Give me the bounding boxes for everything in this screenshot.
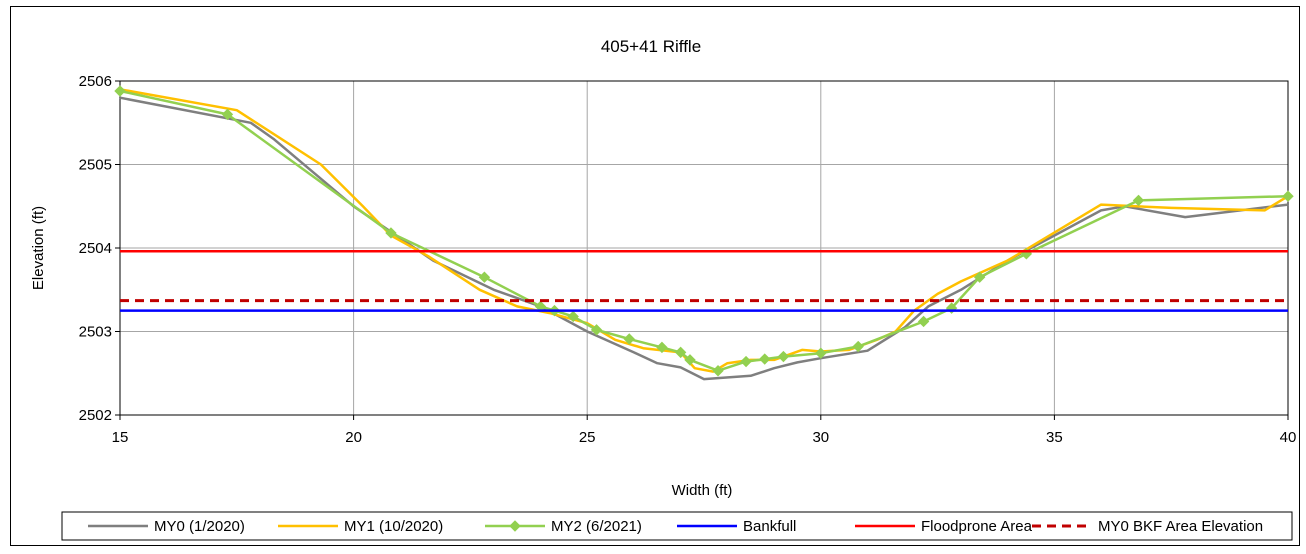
x-tick-label: 25	[579, 429, 596, 446]
legend-marker-my2-6-2021	[509, 520, 521, 532]
series-point-my2-6-2021	[221, 108, 234, 121]
legend: MY0 (1/2020) MY1 (10/2020) MY2 (6/2021) Ban…	[61, 511, 1293, 541]
grid-layer	[120, 81, 1288, 415]
legend-label-floodprone-area: Floodprone Area	[921, 518, 1033, 535]
legend-label-my0-bkf-area-elevation: MY0 BKF Area Elevation	[1098, 518, 1263, 535]
series-point-my2-6-2021	[917, 315, 930, 328]
series-point-my2-6-2021	[1282, 190, 1294, 202]
series-line-my2-6-2021	[119, 89, 1289, 372]
series-point-my2-6-2021	[590, 324, 603, 336]
x-tick-label: 30	[812, 429, 829, 446]
series-point-my2-6-2021	[478, 271, 491, 283]
chart-frame: 405+41 Riffle Elevation (ft) Width (ft) …	[10, 6, 1300, 546]
series-point-my2-6-2021	[759, 353, 771, 365]
chart-svg: 405+41 Riffle Elevation (ft) Width (ft) …	[30, 37, 1297, 541]
series-point-my2-6-2021	[656, 341, 668, 354]
y-tick-label: 2505	[79, 157, 112, 174]
series-point-my2-6-2021	[740, 355, 752, 368]
x-tick-label: 20	[345, 429, 362, 446]
series-point-my2-6-2021	[385, 227, 397, 239]
x-tick-label: 40	[1280, 429, 1297, 446]
series-line-my0-1-2020	[119, 96, 1289, 381]
series-point-my2-6-2021	[674, 346, 687, 359]
series-point-my2-6-2021	[623, 333, 635, 345]
series-point-my2-6-2021	[777, 350, 790, 363]
series-point-my2-6-2021	[712, 365, 724, 377]
y-tick-label: 2506	[79, 73, 112, 90]
series-point-my2-6-2021	[684, 354, 696, 366]
chart-title: 405+41 Riffle	[601, 37, 701, 56]
x-tick-label: 35	[1046, 429, 1063, 446]
series-layer	[114, 85, 1294, 381]
series-point-my2-6-2021	[852, 340, 864, 353]
legend-label-my2-6-2021: MY2 (6/2021)	[551, 518, 642, 535]
legend-label-my0-1-2020: MY0 (1/2020)	[154, 518, 245, 535]
series-point-my2-6-2021	[567, 310, 579, 323]
series-point-my2-6-2021	[815, 347, 827, 359]
y-tick-label: 2504	[79, 240, 112, 257]
legend-label-my1-10-2020: MY1 (10/2020)	[344, 518, 443, 535]
legend-label-bankfull: Bankfull	[743, 518, 796, 535]
series-line-my1-10-2020	[119, 88, 1289, 373]
x-axis-label: Width (ft)	[672, 482, 733, 499]
series-point-my2-6-2021	[114, 85, 126, 97]
series-point-my2-6-2021	[1132, 194, 1145, 207]
series-point-my2-6-2021	[973, 271, 986, 283]
tick-layer: 15 20 25 30 35 40 2502 2503 2504 2505 2506	[79, 73, 1297, 446]
x-tick-label: 15	[112, 429, 129, 446]
y-axis-label: Elevation (ft)	[30, 206, 47, 290]
y-tick-label: 2502	[79, 407, 112, 424]
y-tick-label: 2503	[79, 324, 112, 341]
